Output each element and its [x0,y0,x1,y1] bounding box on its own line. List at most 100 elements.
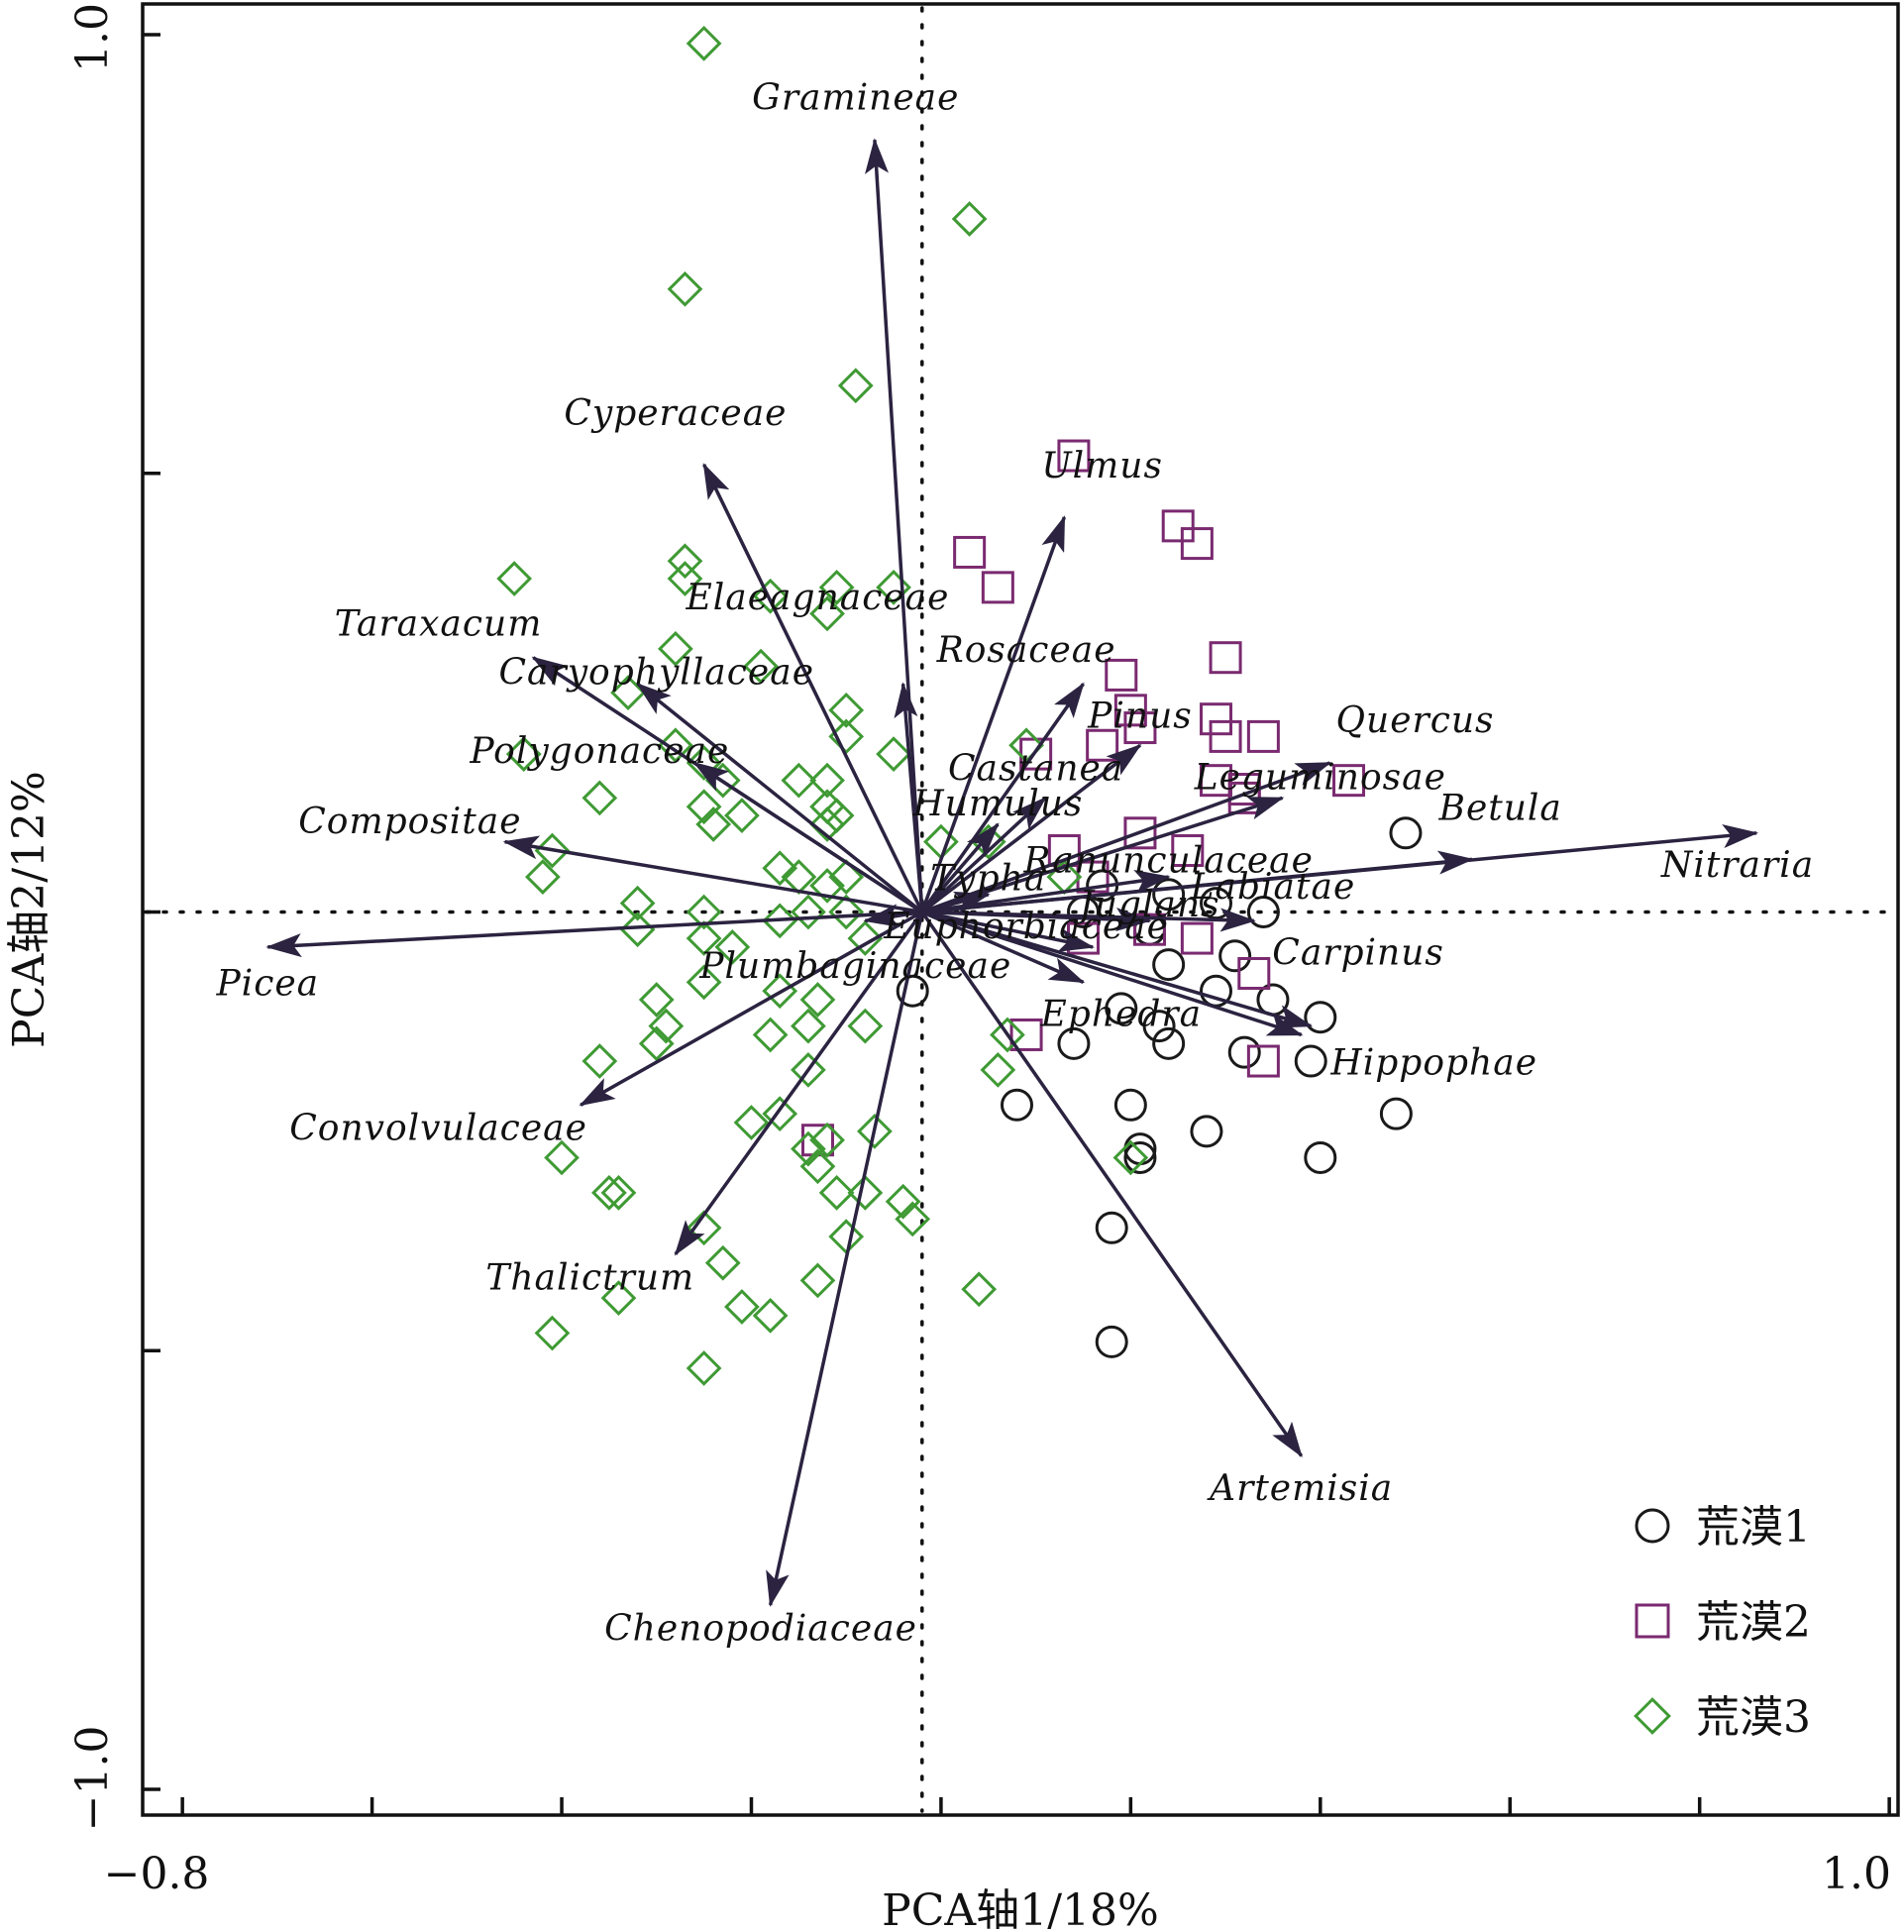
point-diamond [686,789,722,825]
point-diamond [686,964,722,1001]
point-diamond [686,894,722,930]
vector-compositae [502,835,923,914]
point-diamond [695,806,732,842]
point-diamond [686,920,722,956]
point-diamond [544,1139,580,1176]
point-circle [1379,1097,1413,1130]
vector-label-elaeagnaceae: Elaeagnaceae [686,578,950,618]
point-diamond [667,561,703,596]
point-diamond [704,1244,741,1281]
point-diamond [658,630,693,667]
point-diamond [762,850,798,887]
point-diamond [534,832,571,869]
point-diamond [818,798,855,833]
vector-label-gramineae: Gramineae [752,77,959,118]
point-circle [1113,1088,1147,1122]
point-diamond [600,1174,637,1211]
point-diamond [809,868,845,904]
vector-caryophyllaceae [636,682,923,913]
point-square [1237,956,1271,990]
vector-label-betula: Betula [1437,789,1561,829]
vector-euphorbiaceae [921,910,1096,952]
point-circle [1095,1211,1128,1244]
vector-label-euphorbiaceae: Euphorbiaceae [883,907,1169,947]
point-diamond [686,25,722,61]
point-diamond [667,543,703,580]
point-diamond [951,201,988,237]
vector-ephedra [921,910,1086,984]
point-diamond [1112,1139,1149,1176]
point-square [1123,711,1157,745]
zero-lines [145,6,1896,1813]
taxon-vectors [265,138,1759,1607]
point-circle [1389,816,1423,850]
point-circle [1152,1026,1186,1060]
point-square [1246,1044,1280,1078]
point-diamond [582,1043,618,1079]
vector-label-ranunculaceae: Ranunculaceae [1022,841,1314,882]
vector-label-ephedra: Ephedra [1040,995,1203,1035]
point-diamond [818,569,855,605]
vector-gramineae [865,138,924,912]
point-diamond [648,1008,685,1044]
vector-label-humulus: Humulus [911,784,1083,824]
point-diamond [743,648,779,685]
point-diamond [818,1174,855,1211]
point-diamond [600,1280,637,1316]
legend-label: 荒漠3 [1696,1692,1811,1743]
y-tick-label: −1.0 [67,1726,118,1832]
point-diamond [847,1008,884,1044]
legend-label: 荒漠2 [1696,1597,1811,1648]
point-circle [1001,1088,1033,1122]
point-square [1200,702,1233,736]
point-circle [1152,948,1186,982]
point-diamond [980,1052,1016,1088]
vector-hippophae [921,910,1304,1037]
legend-marker-diamond [1634,1697,1671,1735]
point-diamond [525,859,561,895]
vector-label-hippophae: Hippophae [1329,1042,1537,1083]
x-axis-label: PCA轴1/18% [882,1885,1159,1932]
vector-label-carpinus: Carpinus [1272,933,1444,974]
point-diamond [791,894,826,930]
x-tick-label: −0.8 [104,1849,210,1899]
vector-label-quercus: Quercus [1336,700,1495,741]
vector-juglans [921,908,1152,932]
point-diamond [828,1219,865,1255]
vector-elaeagnaceae [894,682,924,912]
vector-humulus [920,822,1000,913]
point-diamond [828,692,865,728]
point-square [1057,439,1091,473]
vector-label-rosaceae: Rosaceae [936,630,1116,671]
vector-label-labiatae: Labiatae [1190,867,1356,908]
sample-points [496,25,1423,1386]
point-diamond [752,578,789,614]
point-diamond [619,885,656,921]
vector-thalictrum [674,911,924,1256]
point-diamond [791,1052,826,1088]
point-diamond [582,780,618,816]
vector-cyperaceae [702,463,924,913]
point-diamond [724,798,760,833]
point-diamond [781,762,817,799]
point-diamond [895,1201,931,1237]
point-diamond [791,1130,826,1167]
point-square [1180,921,1214,955]
point-square [1113,694,1147,727]
point-diamond [809,806,845,842]
point-square [1209,641,1242,675]
point-diamond [658,727,693,764]
point-diamond [809,762,845,799]
point-square [1123,816,1157,850]
point-square [1171,834,1205,868]
vector-quercus [921,761,1332,914]
point-diamond [534,1315,571,1351]
legend: 荒漠1 荒漠2 荒漠3 [1634,1502,1811,1743]
point-diamond [847,1174,884,1211]
vector-label-plumbaginaceae: Plumbaginaceae [698,946,1011,987]
vector-label-leguminosae: Leguminosae [1194,758,1446,799]
vector-artemisia [920,911,1304,1458]
vector-label-typha: Typha [930,858,1046,899]
point-diamond [828,859,865,895]
legend-marker-circle [1635,1508,1670,1544]
